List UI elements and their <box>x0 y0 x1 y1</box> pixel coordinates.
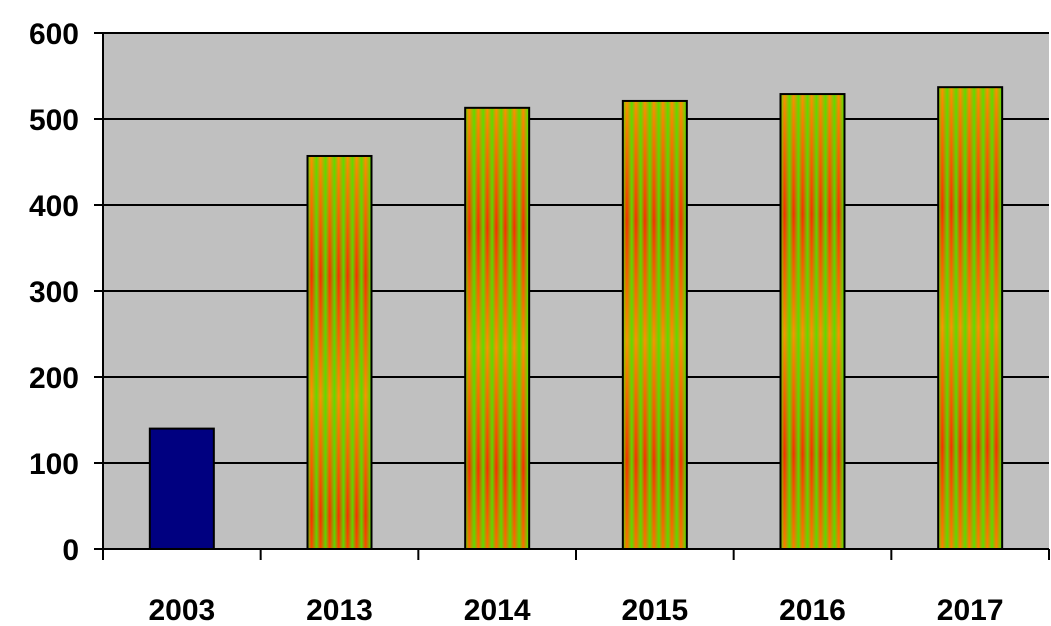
axes <box>94 32 1050 560</box>
bar-stripes <box>307 155 372 550</box>
bar <box>148 427 215 551</box>
y-tick-label: 400 <box>29 190 79 223</box>
bar-2015 <box>621 99 688 550</box>
x-tick-label: 2015 <box>621 594 688 626</box>
x-tick-label: 2014 <box>464 594 531 626</box>
gridlines <box>103 32 1049 464</box>
bar-stripes <box>622 100 687 549</box>
y-tick-label: 300 <box>29 276 79 309</box>
bar-2013 <box>306 154 373 550</box>
bar-2017 <box>937 86 1004 551</box>
y-tick-label: 200 <box>29 362 79 395</box>
y-tick-label: 100 <box>29 448 79 481</box>
bar-stripes <box>938 87 1003 550</box>
y-tick-label: 0 <box>62 534 79 567</box>
y-tick-label: 600 <box>29 18 79 51</box>
x-tick-labels: 2003 2013 2014 2015 2016 2017 <box>148 594 1003 626</box>
bar-stripes <box>780 94 845 549</box>
x-tick-label: 2017 <box>937 594 1004 626</box>
y-tick-label: 500 <box>29 104 79 137</box>
x-tick-label: 2003 <box>148 594 215 626</box>
bar-2003 <box>148 427 215 551</box>
bar-stripes <box>465 107 530 549</box>
x-tick-label: 2013 <box>306 594 373 626</box>
x-tick-label: 2016 <box>779 594 846 626</box>
y-tick-labels: 0 100 200 300 400 500 600 <box>29 18 79 567</box>
bar-2016 <box>779 93 846 550</box>
bars <box>148 86 1004 551</box>
bar-2014 <box>464 106 531 550</box>
